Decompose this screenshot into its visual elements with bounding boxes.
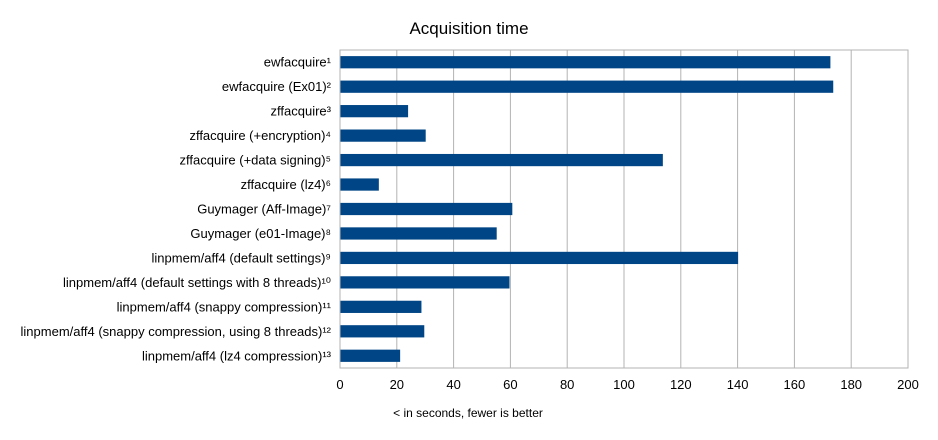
x-tick-label: 60	[503, 377, 517, 392]
category-label: Guymager (e01-Image)⁸	[190, 226, 331, 241]
x-axis-title: < in seconds, fewer is better	[393, 406, 543, 420]
category-label: linpmem/aff4 (snappy compression, using …	[21, 324, 332, 339]
chart-title: Acquisition time	[409, 19, 528, 38]
category-label: zffacquire (lz4)⁶	[241, 177, 331, 192]
x-axis-tick-labels: 0 20 40 60 80 100 120 140 160 180 200	[336, 377, 918, 392]
category-label: zffacquire (+data signing)⁵	[180, 153, 332, 168]
bar	[340, 80, 834, 93]
bar	[340, 227, 497, 240]
bar	[340, 129, 426, 142]
category-label: ewfacquire¹	[264, 55, 332, 70]
x-tick-label: 160	[784, 377, 806, 392]
bar	[340, 349, 401, 362]
x-tick-label: 140	[727, 377, 749, 392]
category-label: linpmem/aff4 (snappy compression)¹¹	[117, 299, 332, 314]
bars	[340, 56, 834, 362]
bar	[340, 153, 663, 167]
category-label: zffacquire³	[271, 104, 332, 119]
x-tick-label: 40	[446, 377, 460, 392]
bar	[340, 178, 379, 191]
bar	[340, 251, 739, 265]
x-tick-label: 180	[840, 377, 862, 392]
bar	[340, 325, 425, 338]
x-tick-label: 200	[897, 377, 919, 392]
grid-lines	[396, 50, 852, 368]
x-tick-label: 0	[336, 377, 343, 392]
x-tick-label: 120	[670, 377, 692, 392]
bar	[340, 276, 510, 289]
x-tick-label: 100	[613, 377, 635, 392]
bar	[340, 202, 513, 216]
x-tick-label: 20	[390, 377, 404, 392]
x-tick-label: 80	[560, 377, 574, 392]
category-label: linpmem/aff4 (lz4 compression)¹³	[142, 348, 332, 363]
bar	[340, 300, 422, 313]
category-label: linpmem/aff4 (default settings with 8 th…	[63, 275, 331, 290]
category-label: ewfacquire (Ex01)²	[222, 79, 332, 94]
category-label: Guymager (Aff-Image)⁷	[197, 202, 331, 217]
category-label: zffacquire (+encryption)⁴	[189, 128, 331, 143]
bar	[340, 56, 831, 69]
category-labels: ewfacquire¹ ewfacquire (Ex01)² zffacquire³…	[21, 55, 332, 364]
category-label: linpmem/aff4 (default settings)⁹	[152, 250, 331, 265]
bar	[340, 105, 409, 118]
